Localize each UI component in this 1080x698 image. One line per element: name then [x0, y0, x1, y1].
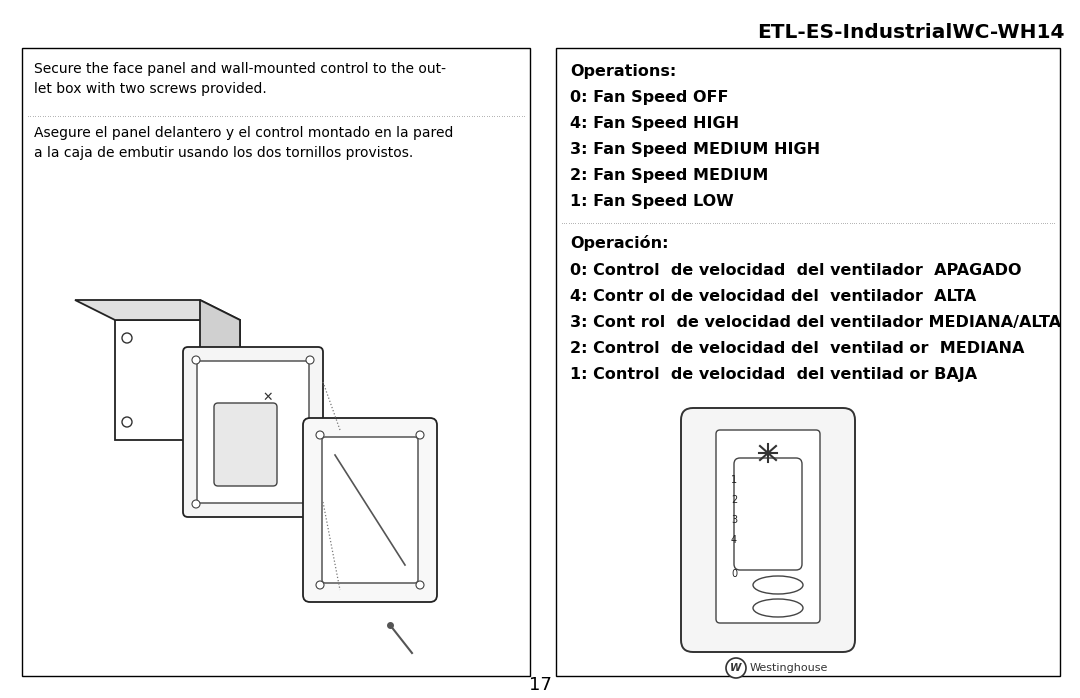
Text: 4: Fan Speed HIGH: 4: Fan Speed HIGH [570, 116, 739, 131]
FancyBboxPatch shape [303, 418, 437, 602]
FancyBboxPatch shape [183, 347, 323, 517]
Text: 3: Cont rol  de velocidad del ventilador MEDIANA/ALTA: 3: Cont rol de velocidad del ventilador … [570, 315, 1062, 330]
Ellipse shape [753, 576, 804, 594]
Text: 0: Control  de velocidad  del ventilador  APAGADO: 0: Control de velocidad del ventilador A… [570, 263, 1022, 278]
Text: Asegure el panel delantero y el control montado en la pared
a la caja de embutir: Asegure el panel delantero y el control … [33, 126, 454, 160]
Text: ✕: ✕ [262, 390, 273, 403]
FancyBboxPatch shape [197, 361, 309, 503]
Bar [22, 48, 530, 676]
FancyBboxPatch shape [734, 458, 802, 570]
Text: Westinghouse: Westinghouse [750, 663, 828, 673]
Text: 1: Control  de velocidad  del ventilad or BAJA: 1: Control de velocidad del ventilad or … [570, 367, 977, 382]
Text: 4: 4 [731, 535, 737, 545]
Text: 2: Control  de velocidad del  ventilad or  MEDIANA: 2: Control de velocidad del ventilad or … [570, 341, 1024, 356]
FancyBboxPatch shape [681, 408, 855, 652]
Text: 1: 1 [731, 475, 737, 485]
Text: W: W [730, 663, 742, 673]
Text: 2: Fan Speed MEDIUM: 2: Fan Speed MEDIUM [570, 168, 768, 183]
Text: Operations:: Operations: [570, 64, 676, 79]
Bar [556, 48, 1059, 676]
Text: 17: 17 [528, 676, 552, 694]
Polygon shape [114, 320, 240, 440]
Polygon shape [200, 300, 240, 440]
Text: 4: Contr ol de velocidad del  ventilador  ALTA: 4: Contr ol de velocidad del ventilador … [570, 289, 976, 304]
Text: Operación:: Operación: [570, 235, 669, 251]
Polygon shape [75, 300, 240, 320]
Circle shape [416, 581, 424, 589]
Ellipse shape [753, 599, 804, 617]
FancyBboxPatch shape [214, 403, 276, 486]
Circle shape [416, 431, 424, 439]
Text: ETL-ES-IndustrialWC-WH14: ETL-ES-IndustrialWC-WH14 [757, 22, 1065, 41]
Text: 3: 3 [731, 515, 737, 525]
Circle shape [306, 356, 314, 364]
Circle shape [122, 417, 132, 427]
Text: 0: Fan Speed OFF: 0: Fan Speed OFF [570, 90, 729, 105]
Circle shape [192, 500, 200, 508]
Text: 2: 2 [731, 495, 737, 505]
Circle shape [316, 431, 324, 439]
Text: 0: 0 [731, 569, 737, 579]
Circle shape [122, 333, 132, 343]
Text: 1: Fan Speed LOW: 1: Fan Speed LOW [570, 194, 733, 209]
Circle shape [316, 581, 324, 589]
FancyBboxPatch shape [716, 430, 820, 623]
FancyBboxPatch shape [322, 437, 418, 583]
Circle shape [306, 500, 314, 508]
Circle shape [726, 658, 746, 678]
Circle shape [192, 356, 200, 364]
Text: Secure the face panel and wall-mounted control to the out-
let box with two scre: Secure the face panel and wall-mounted c… [33, 62, 446, 96]
Text: 3: Fan Speed MEDIUM HIGH: 3: Fan Speed MEDIUM HIGH [570, 142, 820, 157]
